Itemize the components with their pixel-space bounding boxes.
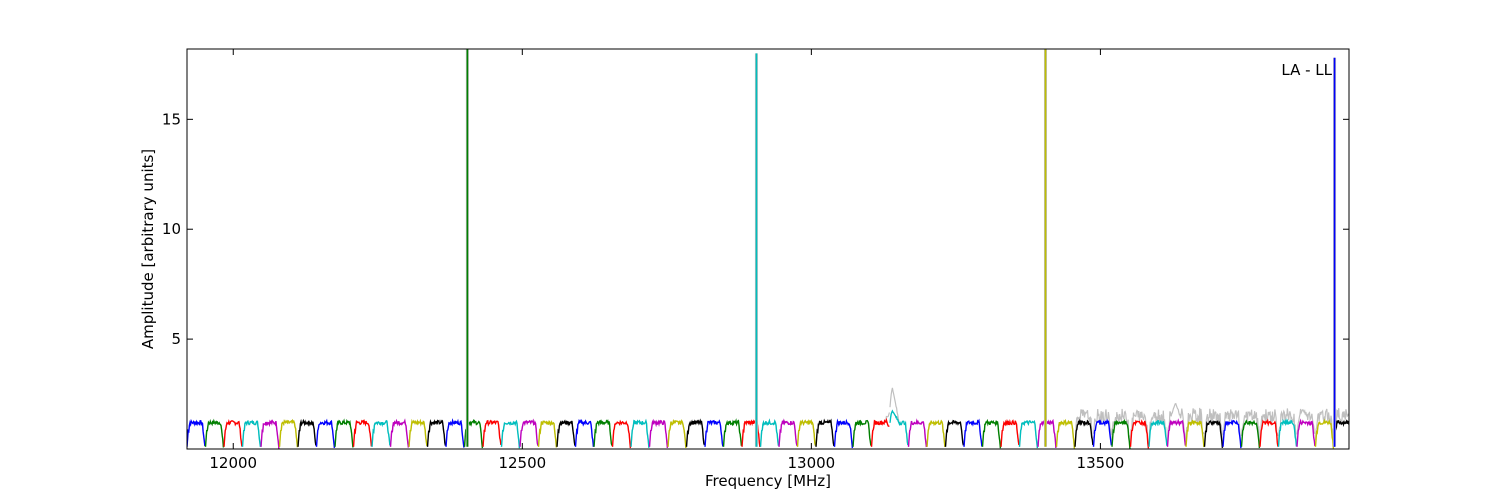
background-segment bbox=[1166, 402, 1186, 443]
background-segment bbox=[870, 412, 890, 447]
subband-segment bbox=[334, 418, 354, 448]
background-segment bbox=[1222, 409, 1242, 444]
background-segment bbox=[1074, 409, 1094, 446]
subband-segment bbox=[1148, 419, 1168, 447]
background-segment bbox=[1185, 407, 1205, 443]
subband-segment bbox=[241, 419, 262, 447]
subband-segment bbox=[981, 418, 1002, 449]
subband-segment bbox=[408, 418, 428, 447]
subband-segment bbox=[796, 418, 817, 447]
subband-segment bbox=[667, 418, 687, 449]
subband-segment bbox=[1277, 418, 1298, 447]
subband-segment bbox=[852, 419, 872, 447]
subband-segment bbox=[556, 419, 576, 447]
subband-segment bbox=[1314, 418, 1335, 449]
subband-segment bbox=[260, 419, 280, 449]
subband-segment bbox=[1240, 419, 1261, 449]
subband-segment bbox=[1111, 418, 1131, 449]
subband-segment bbox=[833, 418, 854, 449]
subband-segment bbox=[482, 419, 502, 447]
y-axis-ticks: 5 10 15 bbox=[162, 110, 1349, 348]
subband-segment bbox=[630, 418, 650, 448]
spike-series bbox=[465, 49, 1337, 447]
subband-segment bbox=[1203, 420, 1224, 448]
x-axis-ticks: 12000 12500 13000 13500 bbox=[209, 49, 1124, 472]
x-axis-label: Frequency [MHz] bbox=[705, 472, 831, 490]
subband-segment bbox=[722, 418, 743, 447]
x-tick-label: 13500 bbox=[1077, 454, 1125, 472]
subband-segment bbox=[926, 419, 946, 447]
subband-segment bbox=[704, 419, 724, 447]
x-tick-label: 13000 bbox=[787, 454, 835, 472]
subband-segment bbox=[1000, 418, 1020, 447]
subband-segment bbox=[778, 418, 798, 447]
subband-series bbox=[187, 409, 1349, 449]
background-series bbox=[187, 387, 1349, 449]
subband-segment bbox=[944, 419, 965, 447]
subband-segment bbox=[1129, 419, 1150, 449]
subband-segment bbox=[315, 418, 336, 448]
subband-segment bbox=[593, 419, 613, 447]
subband-segment bbox=[1092, 418, 1113, 447]
subband-segment bbox=[537, 420, 558, 448]
chart-annotation: LA - LL bbox=[1281, 61, 1332, 79]
subband-segment bbox=[815, 418, 835, 447]
subband-segment bbox=[759, 418, 780, 447]
subband-segment bbox=[426, 418, 447, 447]
subband-segment bbox=[1222, 419, 1242, 449]
subband-segment bbox=[278, 418, 299, 448]
background-segment bbox=[1277, 408, 1297, 446]
subband-segment bbox=[204, 418, 225, 448]
background-segment bbox=[1259, 409, 1279, 447]
subband-segment bbox=[1074, 418, 1094, 447]
subband-segment bbox=[371, 419, 391, 447]
background-segment bbox=[889, 387, 909, 446]
subband-segment bbox=[889, 409, 909, 446]
subband-segment bbox=[1185, 419, 1205, 448]
subband-segment bbox=[685, 418, 706, 447]
subband-segment bbox=[297, 418, 317, 447]
plot-area bbox=[186, 48, 1350, 450]
background-segment bbox=[1240, 409, 1260, 443]
subband-segment bbox=[1018, 419, 1039, 449]
subband-segment bbox=[500, 419, 521, 449]
y-axis-label: Amplitude [arbitrary units] bbox=[139, 149, 157, 349]
subband-segment bbox=[1166, 418, 1187, 447]
subband-segment bbox=[648, 418, 669, 448]
subband-segment bbox=[907, 418, 928, 448]
y-tick-label: 15 bbox=[162, 110, 181, 128]
subband-segment bbox=[870, 417, 890, 447]
y-tick-label: 5 bbox=[171, 330, 181, 348]
x-tick-label: 12500 bbox=[498, 454, 546, 472]
subband-segment bbox=[574, 418, 595, 447]
background-segment bbox=[1296, 408, 1316, 435]
subband-segment bbox=[187, 418, 206, 447]
x-tick-label: 12000 bbox=[209, 454, 257, 472]
subband-segment bbox=[1259, 418, 1279, 447]
subband-segment bbox=[611, 419, 632, 449]
subband-segment bbox=[389, 418, 410, 448]
y-tick-label: 10 bbox=[162, 220, 181, 238]
subband-segment bbox=[445, 418, 465, 448]
subband-segment bbox=[519, 418, 539, 447]
subband-segment bbox=[963, 418, 983, 447]
subband-segment bbox=[223, 419, 243, 447]
subband-segment bbox=[1055, 418, 1076, 449]
subband-segment bbox=[352, 418, 373, 447]
subband-segment bbox=[1296, 418, 1316, 447]
plot-frame bbox=[186, 48, 1350, 450]
